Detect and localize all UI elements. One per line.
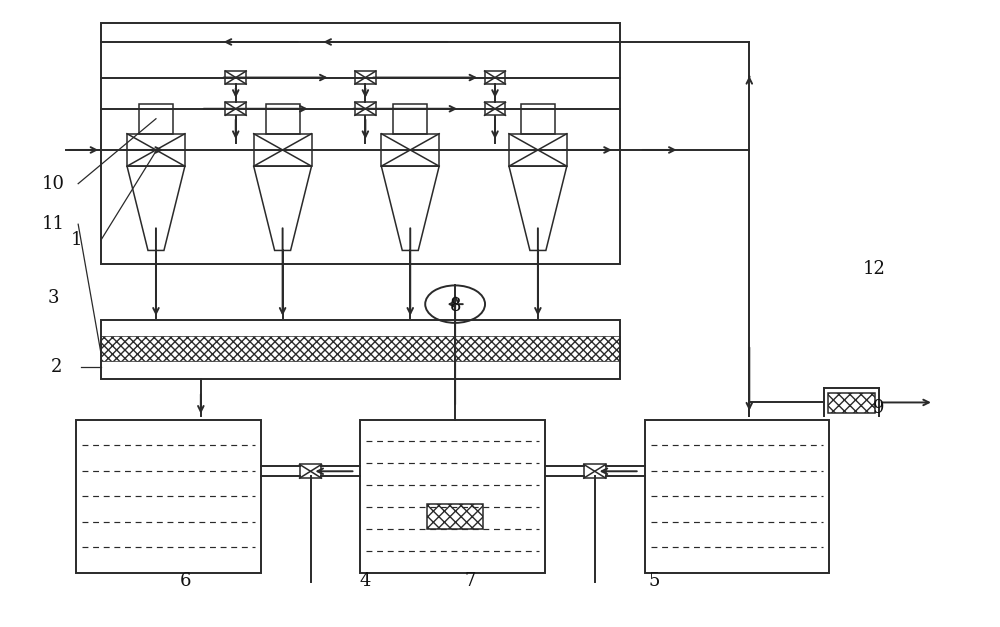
Bar [101, 320, 620, 379]
Text: 7: 7 [464, 572, 476, 589]
Bar [485, 102, 505, 115]
Text: 2: 2 [51, 357, 62, 376]
Bar [360, 419, 545, 572]
Bar [355, 71, 376, 84]
Text: 3: 3 [47, 289, 59, 307]
Bar [254, 134, 312, 166]
Bar [521, 103, 555, 134]
Bar [393, 103, 427, 134]
Text: 4: 4 [360, 572, 371, 589]
Text: 1: 1 [70, 231, 82, 249]
Bar [828, 393, 875, 413]
Text: 9: 9 [873, 399, 885, 418]
Bar [485, 71, 505, 84]
Bar [139, 103, 173, 134]
Text: 12: 12 [863, 260, 885, 278]
Bar [427, 504, 483, 529]
Bar [101, 336, 620, 361]
Bar [645, 419, 829, 572]
Bar [355, 102, 376, 115]
Text: 10: 10 [42, 175, 65, 192]
Bar [225, 102, 246, 115]
Bar [127, 134, 185, 166]
Bar [76, 419, 261, 572]
Text: 11: 11 [42, 215, 65, 233]
Bar [381, 134, 439, 166]
Bar [509, 134, 567, 166]
Text: 8: 8 [449, 297, 461, 315]
Bar [266, 103, 300, 134]
Bar [300, 465, 321, 478]
Bar [101, 23, 620, 263]
Bar [584, 465, 606, 478]
Text: 5: 5 [649, 572, 660, 589]
Text: 6: 6 [180, 572, 192, 589]
Bar [225, 71, 246, 84]
